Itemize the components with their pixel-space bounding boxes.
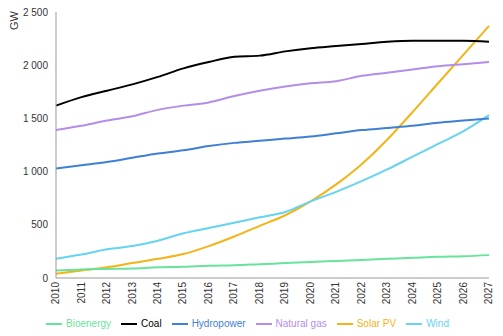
svg-text:2015: 2015 — [177, 282, 188, 305]
svg-text:2025: 2025 — [432, 282, 443, 305]
html-text:Bioenergy: Bioenergy — [66, 317, 112, 329]
svg-text:500: 500 — [31, 219, 48, 230]
html-text:Hydropower: Hydropower — [191, 317, 246, 329]
svg-text:2018: 2018 — [254, 282, 265, 305]
svg-text:2016: 2016 — [203, 282, 214, 305]
svg-text:2014: 2014 — [152, 282, 163, 305]
svg-text:2 000: 2 000 — [23, 60, 48, 71]
svg-text:2019: 2019 — [279, 282, 290, 305]
svg-text:0: 0 — [42, 273, 48, 284]
svg-text:1 000: 1 000 — [23, 166, 48, 177]
svg-text:2020: 2020 — [305, 282, 316, 305]
svg-text:2026: 2026 — [458, 282, 469, 305]
html-text:Wind: Wind — [426, 317, 449, 329]
svg-text:2024: 2024 — [407, 282, 418, 305]
svg-text:2027: 2027 — [483, 282, 494, 305]
svg-text:2023: 2023 — [381, 282, 392, 305]
html-text:GW: GW — [8, 11, 20, 30]
svg-text:2 500: 2 500 — [23, 7, 48, 18]
svg-text:2011: 2011 — [76, 282, 87, 304]
svg-text:2013: 2013 — [127, 282, 138, 305]
svg-text:2017: 2017 — [228, 282, 239, 305]
svg-text:2010: 2010 — [50, 282, 61, 305]
html-text:Coal: Coal — [141, 317, 162, 329]
svg-text:2022: 2022 — [356, 282, 367, 305]
svg-text:2012: 2012 — [101, 282, 112, 305]
svg-text:2021: 2021 — [330, 282, 341, 305]
html-text:Natural gas: Natural gas — [275, 317, 327, 329]
html-text:Solar PV: Solar PV — [356, 317, 397, 329]
svg-text:1 500: 1 500 — [23, 113, 48, 124]
